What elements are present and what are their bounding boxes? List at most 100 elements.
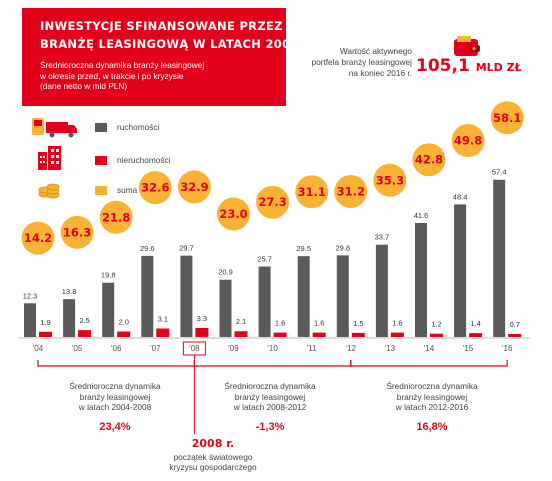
crisis-title: 2008 r. <box>191 437 235 450</box>
data-label-suma: 42.8 <box>415 153 443 167</box>
x-tick-label: '15 <box>463 344 474 353</box>
subtitle-line1: Średnioroczna dynamika branży leasingowe… <box>40 60 205 70</box>
x-tick-label: '06 <box>111 344 122 353</box>
data-label-suma: 32.9 <box>180 180 208 194</box>
bar-nieruchomosci <box>390 332 404 337</box>
bar-nieruchomosci <box>508 334 522 337</box>
data-label-suma: 49.8 <box>454 134 482 148</box>
coins-icon <box>38 183 60 199</box>
x-tick-label: '11 <box>307 344 317 353</box>
data-label-nieruchomosci: 1.9 <box>40 318 50 327</box>
bar-ruchomosci <box>415 223 427 337</box>
x-tick-label: '08 <box>189 344 200 353</box>
data-label-nieruchomosci: 1.6 <box>314 319 324 328</box>
legend-label-suma: suma <box>117 185 138 195</box>
data-label-suma: 21.8 <box>102 210 130 224</box>
data-label-ruchomosci: 33.7 <box>375 233 390 242</box>
crisis-line1: początek światowego <box>173 452 253 462</box>
period-note-2012-2016: Średnioroczna dynamika branży leasingowe… <box>362 381 502 432</box>
data-label-ruchomosci: 29.8 <box>335 243 350 252</box>
bar-nieruchomosci <box>195 327 209 337</box>
x-tick-label: '04 <box>33 344 44 353</box>
period-note-value: -1,3% <box>255 420 285 433</box>
data-label-suma: 35.3 <box>376 173 404 187</box>
x-tick-label: '07 <box>150 344 161 353</box>
data-label-nieruchomosci: 1.5 <box>353 319 363 328</box>
legend-swatch-suma <box>95 186 107 195</box>
data-label-nieruchomosci: 3.3 <box>197 314 207 323</box>
data-label-nieruchomosci: 2.0 <box>118 318 128 327</box>
x-tick-label: '14 <box>424 344 435 353</box>
suma-marker <box>177 170 211 204</box>
period-note-line2: branży leasingowej <box>396 391 468 402</box>
portfolio-label: Wartość aktywnego portfela branży leasin… <box>272 46 412 79</box>
period-note-line3: w latach 2008-2012 <box>233 402 307 412</box>
legend-swatch-ruchomosci <box>95 123 107 132</box>
data-label-nieruchomosci: 1.6 <box>275 319 285 328</box>
bar-ruchomosci <box>375 244 388 337</box>
bar-ruchomosci <box>102 282 115 337</box>
crisis-subtitle: początek światowego kryzysu gospodarczeg… <box>158 452 268 472</box>
period-note-2004-2008: Średnioroczna dynamika branży leasingowe… <box>45 381 185 432</box>
period-note-line3: w latach 2004-2008 <box>78 402 152 412</box>
bar-ruchomosci <box>180 255 193 337</box>
bar-nieruchomosci <box>351 332 365 337</box>
data-label-ruchomosci: 29.6 <box>140 244 155 253</box>
data-label-ruchomosci: 13.8 <box>62 287 77 296</box>
data-label-nieruchomosci: 1.2 <box>431 320 441 329</box>
period-note-line3: w latach 2012-2016 <box>395 402 469 412</box>
data-label-ruchomosci: 19.8 <box>101 271 116 280</box>
bar-ruchomosci <box>258 266 271 337</box>
suma-marker <box>256 185 290 219</box>
data-label-nieruchomosci: 1.4 <box>470 319 480 328</box>
vehicles-icon <box>32 118 77 138</box>
suma-marker <box>334 175 368 209</box>
chart-title-line1: Inwestycje sfinansowane przez polską <box>40 19 341 33</box>
suma-marker <box>295 175 329 209</box>
data-label-suma: 27.3 <box>258 195 286 209</box>
portfolio-value: 105,1 MLD ZŁ <box>416 56 522 76</box>
bracket-2004-2008 <box>37 360 195 367</box>
bar-nieruchomosci <box>469 333 483 337</box>
suma-marker <box>138 171 172 205</box>
x-tick-label: '05 <box>72 344 83 353</box>
period-note-line2: branży leasingowej <box>79 391 151 402</box>
legend-label-nieruchomosci: nieruchomości <box>117 155 171 165</box>
suma-marker <box>99 200 133 234</box>
period-note-line1: Średnioroczna dynamika <box>224 381 316 391</box>
data-label-ruchomosci: 41.6 <box>414 211 429 220</box>
data-label-ruchomosci: 25.7 <box>257 255 272 264</box>
period-note-value: 23,4% <box>99 420 131 433</box>
bar-ruchomosci <box>219 279 232 337</box>
suma-marker <box>490 101 524 135</box>
x-tick-label: '10 <box>267 344 278 353</box>
chart-title-line2: branżę leasingową w latach 2004-2016 <box>40 37 337 51</box>
data-label-suma: 31.2 <box>337 185 365 199</box>
x-tick-label: '16 <box>502 344 513 353</box>
crisis-line2: kryzysu gospodarczego <box>169 462 257 472</box>
bar-ruchomosci <box>63 299 76 337</box>
legend-swatch-nieruchomosci <box>95 156 107 165</box>
legend-label-ruchomosci: ruchomości <box>117 122 160 132</box>
portfolio-value-unit: MLD ZŁ <box>475 61 522 74</box>
chart-subtitle: Średnioroczna dynamika branży leasingowe… <box>40 60 280 92</box>
data-label-suma: 58.1 <box>493 111 521 125</box>
subtitle-line2: w okresie przed, w trakcie i po kryzysie <box>40 70 184 81</box>
suma-marker <box>451 124 485 158</box>
bar-nieruchomosci <box>117 331 131 337</box>
period-note-line1: Średnioroczna dynamika <box>69 381 161 391</box>
bar-nieruchomosci <box>78 330 92 337</box>
data-label-ruchomosci: 48.4 <box>453 192 468 201</box>
data-label-suma: 14.2 <box>24 231 52 245</box>
bar-nieruchomosci <box>430 333 443 337</box>
data-label-suma: 16.3 <box>63 225 91 239</box>
x-tick-label: '13 <box>385 344 396 353</box>
x-tick-label: '09 <box>228 344 239 353</box>
suma-marker <box>217 197 250 231</box>
bar-ruchomosci <box>336 255 349 337</box>
bar-nieruchomosci <box>234 331 248 337</box>
data-label-ruchomosci: 20.9 <box>218 268 233 277</box>
bracket-2012-2016 <box>350 360 508 367</box>
x-tick-label: '12 <box>346 344 357 353</box>
